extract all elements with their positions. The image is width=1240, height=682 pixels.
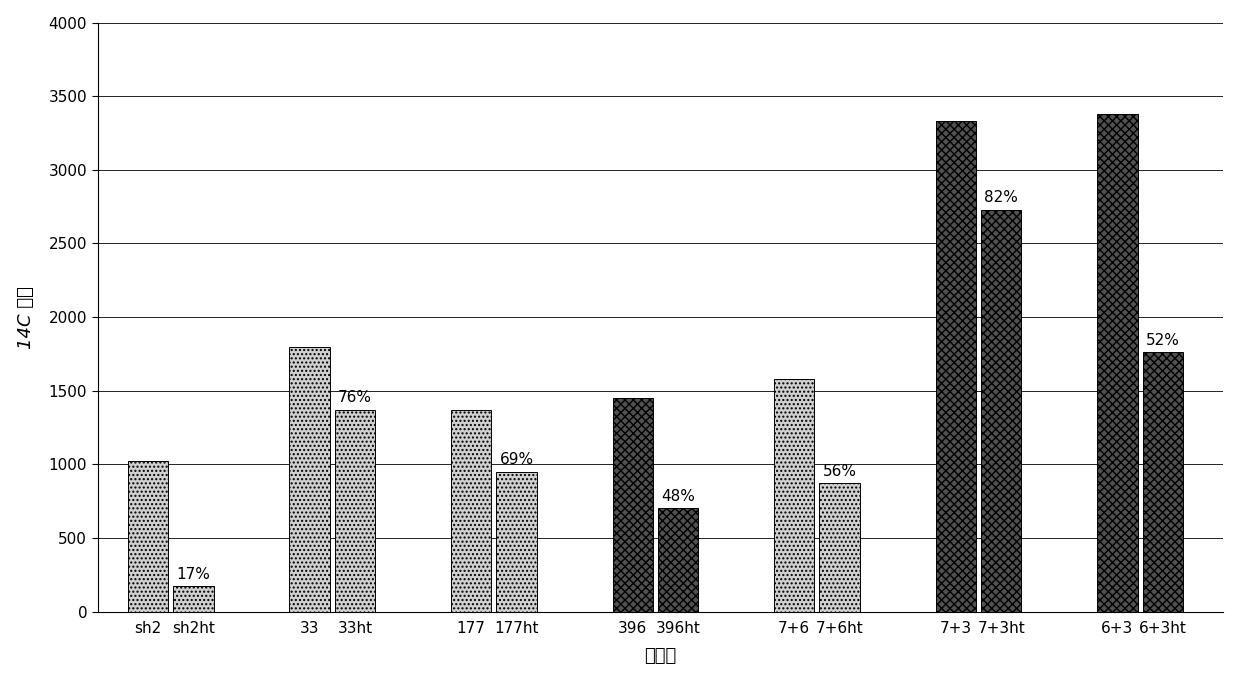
- Bar: [936, 121, 976, 612]
- Bar: [981, 209, 1022, 612]
- Bar: [658, 509, 698, 612]
- Bar: [128, 461, 169, 612]
- Bar: [289, 346, 330, 612]
- Text: 17%: 17%: [176, 567, 211, 582]
- Text: 52%: 52%: [1146, 333, 1179, 348]
- Bar: [174, 587, 213, 612]
- Text: 56%: 56%: [822, 464, 857, 479]
- Bar: [1097, 114, 1137, 612]
- Bar: [451, 410, 491, 612]
- Text: 69%: 69%: [500, 452, 533, 467]
- Text: 48%: 48%: [661, 489, 696, 504]
- Y-axis label: 14C 计数: 14C 计数: [16, 286, 35, 349]
- Bar: [613, 398, 653, 612]
- Bar: [335, 410, 376, 612]
- Bar: [820, 484, 859, 612]
- Text: 82%: 82%: [985, 190, 1018, 205]
- X-axis label: 酶处理: 酶处理: [645, 647, 677, 666]
- Text: 76%: 76%: [339, 390, 372, 405]
- Bar: [496, 472, 537, 612]
- Bar: [1142, 353, 1183, 612]
- Bar: [774, 379, 815, 612]
